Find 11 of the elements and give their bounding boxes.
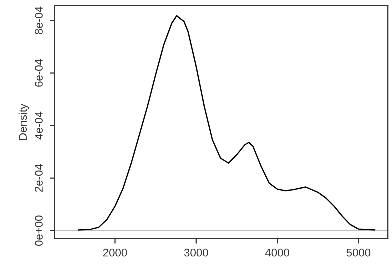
line-series [78, 15, 376, 231]
x-tick-label: 4000 [265, 248, 290, 257]
x-tick-label: 5000 [346, 248, 371, 257]
x-tick-label: 2000 [103, 248, 128, 257]
y-axis-title: Density [18, 104, 30, 140]
y-tick-label: 8e-04 [35, 6, 43, 34]
y-tick-label: 6e-04 [35, 59, 43, 87]
y-tick-label: 0e+00 [35, 216, 43, 246]
y-tick-label: 4e-04 [35, 112, 43, 140]
y-tick-label: 2e-04 [35, 164, 43, 192]
x-tick-label: 3000 [184, 248, 208, 257]
